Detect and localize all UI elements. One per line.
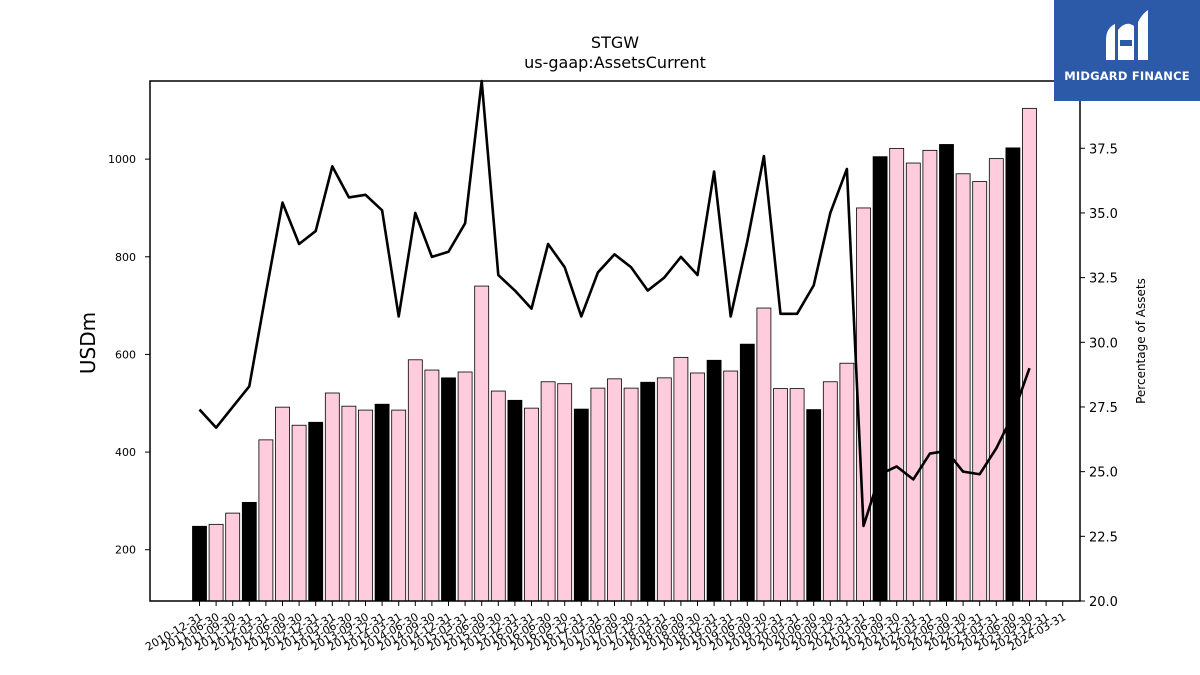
bars-group — [192, 107, 1037, 602]
bar — [1005, 147, 1021, 602]
bar — [308, 421, 324, 602]
bar — [241, 501, 257, 602]
bar — [524, 407, 539, 602]
bar — [291, 424, 307, 602]
midgard-finance-logo: MIDGARD FINANCE — [1054, 0, 1200, 101]
y-tick-label: 200 — [115, 544, 136, 557]
logo-text: MIDGARD FINANCE — [1064, 69, 1190, 83]
bar — [341, 405, 357, 602]
bar — [988, 158, 1004, 602]
y-tick-label: 400 — [115, 446, 136, 459]
bar — [208, 523, 224, 602]
bar — [490, 390, 506, 602]
y-tick-label: 800 — [115, 251, 136, 264]
bar — [391, 409, 407, 602]
y2-tick-label: 37.5 — [1089, 142, 1118, 157]
bar — [922, 149, 938, 602]
bar — [756, 307, 772, 602]
bar — [739, 343, 755, 602]
bar — [872, 156, 888, 602]
bar — [723, 370, 739, 602]
y2-tick-label: 30.0 — [1089, 336, 1118, 351]
chart-subtitle: us-gaap:AssetsCurrent — [524, 53, 706, 72]
bar — [905, 162, 921, 602]
bar — [374, 403, 390, 602]
bar — [656, 377, 672, 602]
bar — [673, 356, 689, 602]
bar — [789, 388, 805, 602]
bar — [407, 359, 423, 602]
bar — [1022, 107, 1037, 602]
bar — [939, 144, 954, 602]
y-tick-label: 1000 — [108, 153, 136, 166]
y2-tick-label: 27.5 — [1089, 401, 1118, 416]
bar — [690, 372, 705, 602]
bar — [258, 439, 274, 602]
bar — [457, 371, 473, 602]
bar — [324, 392, 340, 602]
bar — [706, 359, 722, 602]
midgard-m-icon — [1106, 10, 1148, 60]
bar — [441, 377, 456, 602]
y2-tick-label: 32.5 — [1089, 272, 1118, 287]
bar — [607, 378, 622, 602]
bar — [540, 381, 556, 602]
bar — [806, 409, 822, 602]
y-axis-label: USDm — [76, 312, 100, 374]
bar — [889, 147, 905, 602]
bar — [507, 399, 523, 602]
bar — [623, 387, 639, 602]
bar — [839, 362, 855, 602]
bar — [640, 381, 656, 602]
bar — [225, 512, 241, 602]
bar — [358, 409, 373, 602]
y2-tick-label: 35.0 — [1089, 207, 1118, 222]
y2-axis-label: Percentage of Assets — [1134, 278, 1148, 404]
bar — [822, 381, 838, 602]
bar — [590, 387, 606, 602]
bar — [474, 285, 490, 602]
bar — [955, 173, 971, 602]
bar — [573, 408, 589, 602]
bar — [275, 406, 290, 602]
percentage-line — [198, 79, 1031, 528]
y-tick-label: 600 — [115, 348, 136, 361]
chart-title: STGW — [590, 33, 640, 52]
y2-tick-label: 22.5 — [1089, 530, 1118, 545]
y2-tick-label: 25.0 — [1089, 466, 1118, 481]
bar — [773, 388, 788, 602]
bar — [557, 383, 573, 602]
bar — [424, 369, 440, 602]
percentage-line-group — [198, 79, 1031, 528]
bar — [192, 525, 207, 602]
y2-tick-label: 20.0 — [1089, 595, 1118, 610]
bar — [972, 181, 988, 602]
